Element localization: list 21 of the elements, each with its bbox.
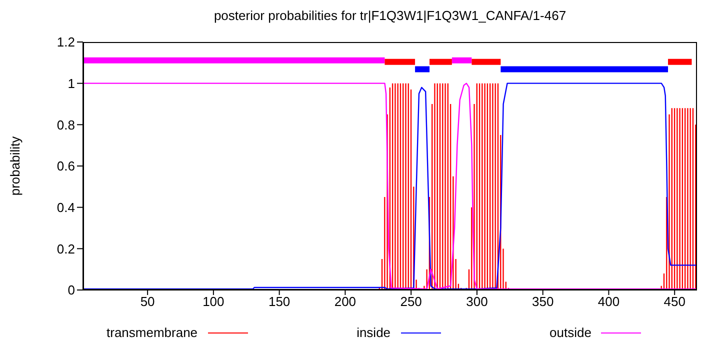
y-tick-label: 0.8: [56, 117, 75, 132]
chart-title: posterior probabilities for tr|F1Q3W1|F1Q3W1_CANFA/1-467: [212, 8, 568, 23]
legend-label: inside: [356, 325, 391, 340]
y-tick-label: 1: [68, 76, 75, 91]
x-tick-label: 250: [400, 294, 422, 310]
y-tick-label: 0.2: [56, 241, 75, 256]
x-tick-label: 100: [202, 294, 224, 310]
legend-label: transmembrane: [106, 325, 198, 340]
legend-label: outside: [550, 325, 592, 340]
x-tick-label: 50: [140, 294, 155, 310]
x-tick-label: 350: [532, 294, 554, 310]
y-tick-label: 0.6: [56, 158, 75, 174]
y-tick-label: 0: [68, 282, 75, 298]
x-tick-label: 150: [268, 294, 290, 310]
x-tick-label: 450: [664, 294, 686, 310]
y-axis-title: probability: [8, 136, 23, 196]
x-tick-label: 200: [334, 294, 356, 310]
x-tick-label: 300: [466, 294, 488, 310]
x-tick-label: 400: [598, 294, 620, 310]
y-tick-label: 0.4: [56, 200, 75, 215]
y-tick-label: 1.2: [56, 34, 75, 50]
